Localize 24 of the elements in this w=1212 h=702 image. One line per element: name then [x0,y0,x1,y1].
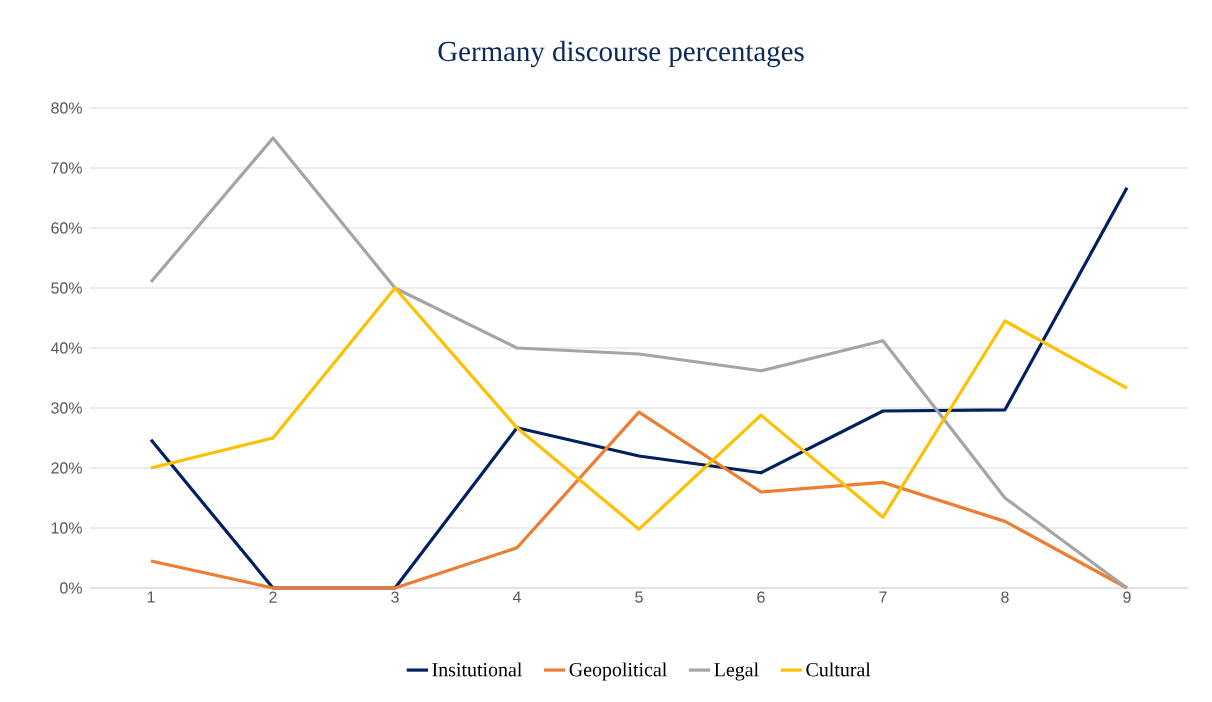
x-tick-label: 7 [879,591,887,603]
y-tick-label: 30% [51,402,82,414]
legend-label: Insitutional [432,662,522,677]
y-tick-label: 10% [51,522,82,534]
x-tick-label: 6 [757,591,765,603]
y-tick-label: 60% [51,222,82,234]
line-series [149,286,1129,531]
chart-title: Germany discourse percentages [438,40,804,68]
x-tick-label: 8 [1001,591,1009,603]
y-tick-label: 70% [51,162,82,174]
y-tick-label: 40% [50,342,82,354]
x-tick-label: 9 [1123,591,1131,603]
x-tick-label: 1 [147,591,155,603]
x-tick-label: 5 [635,591,643,603]
y-tick-label: 20% [51,462,82,474]
y-tick-label: 80% [51,102,82,114]
legend-label: Legal [714,662,759,681]
y-tick-label: 0% [60,582,82,594]
x-tick-label: 3 [391,591,399,603]
y-tick-label: 50% [51,282,82,294]
legend-label: Geopolitical [569,662,667,681]
legend-label: Cultural [806,662,871,677]
x-tick-label: 4 [512,591,521,603]
x-tick-label: 2 [269,591,277,603]
